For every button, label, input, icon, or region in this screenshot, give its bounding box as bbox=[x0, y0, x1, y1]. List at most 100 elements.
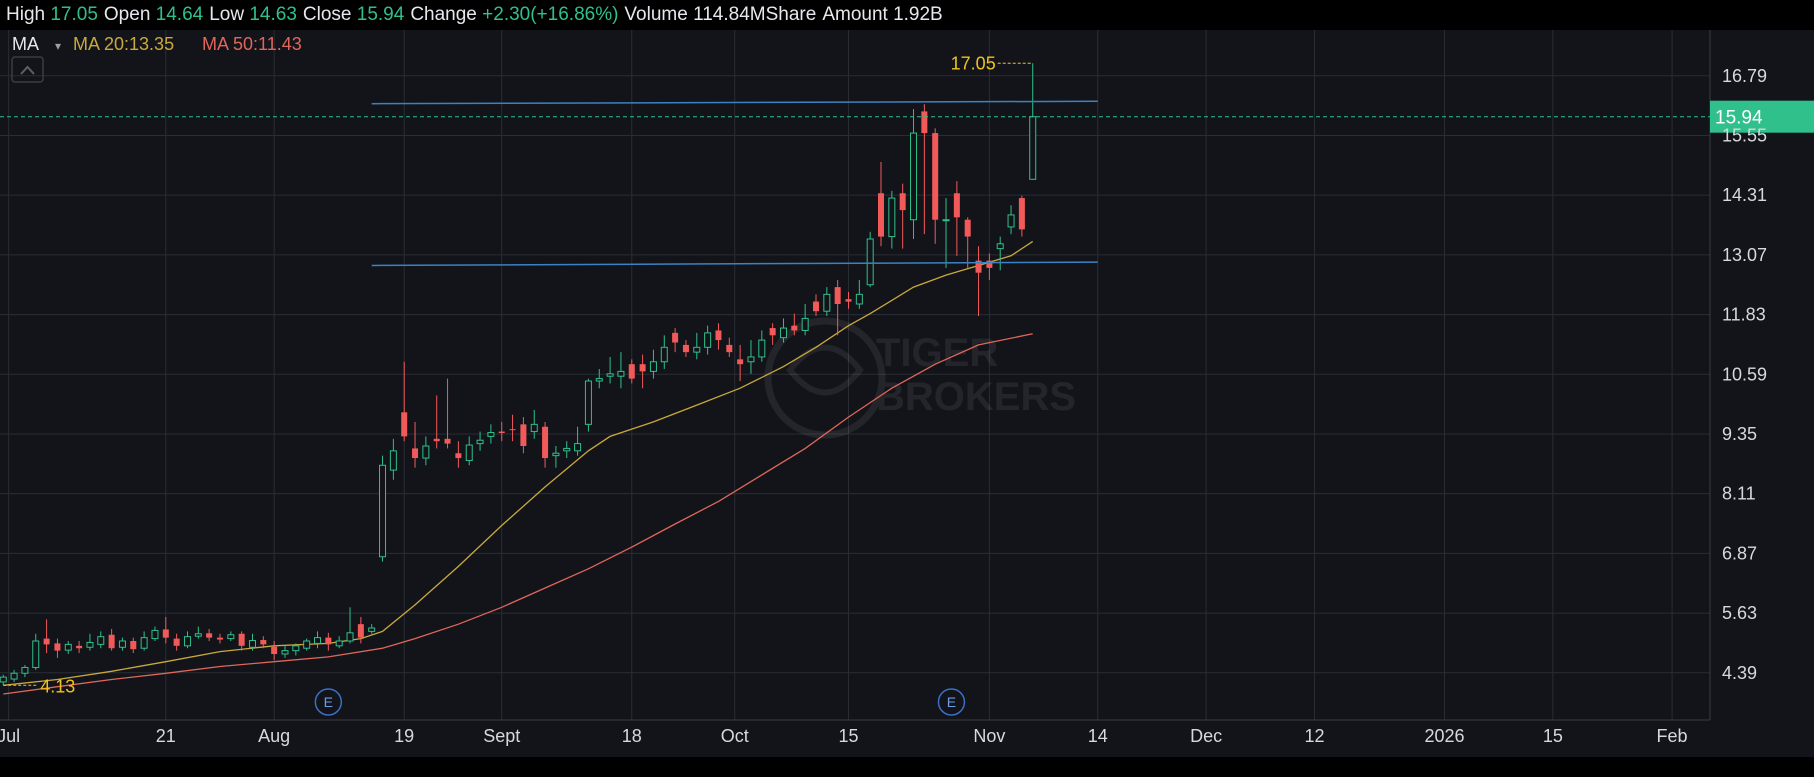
trendlines[interactable] bbox=[371, 100, 1098, 267]
candle-body bbox=[726, 344, 733, 353]
trendline[interactable] bbox=[371, 100, 1098, 105]
info-value: 14.63 bbox=[249, 4, 297, 25]
candle-body bbox=[584, 380, 592, 425]
candle-up bbox=[10, 669, 18, 682]
candle-body bbox=[563, 447, 571, 452]
candle-body bbox=[542, 426, 549, 459]
candle-down bbox=[899, 183, 906, 249]
earnings-marker-circle bbox=[937, 688, 966, 716]
candle-up bbox=[292, 643, 300, 656]
candle-up bbox=[942, 198, 950, 268]
earnings-marker[interactable]: E bbox=[314, 688, 343, 716]
candle-down bbox=[986, 253, 993, 280]
candle-up bbox=[140, 631, 148, 651]
candle-up bbox=[487, 424, 495, 444]
y-tick-label: 11.83 bbox=[1722, 305, 1766, 325]
info-value: 15.94 bbox=[356, 4, 405, 25]
grid bbox=[0, 30, 1711, 721]
candle-down bbox=[455, 441, 462, 468]
candle-body bbox=[1007, 214, 1015, 228]
indicator-name[interactable]: MA bbox=[12, 34, 39, 54]
x-tick-label: Aug bbox=[258, 726, 290, 746]
candle-up bbox=[758, 330, 766, 362]
candle-up bbox=[314, 631, 322, 649]
candle-down bbox=[953, 181, 960, 256]
candle-down bbox=[921, 104, 928, 235]
quote-info-bar: High 17.05 Open 14.64 Low 14.63 Close 15.94… bbox=[0, 0, 1814, 30]
candle-up bbox=[910, 108, 918, 239]
candle-body bbox=[86, 641, 94, 648]
candle-up bbox=[118, 637, 126, 651]
candle-down bbox=[43, 619, 50, 654]
candle-body bbox=[433, 438, 440, 442]
candle-up bbox=[866, 231, 874, 288]
x-tick-label: Feb bbox=[1657, 726, 1688, 746]
candle-down bbox=[54, 638, 61, 658]
candle-body bbox=[108, 634, 115, 649]
candlestick-chart[interactable]: TIGER BROKERS 15.94 17.05 4.13 E E 16.79 15.5… bbox=[0, 30, 1814, 757]
trendline[interactable] bbox=[371, 261, 1098, 267]
earnings-marker-label: E bbox=[947, 694, 956, 710]
candle-up bbox=[335, 636, 343, 649]
candle-body bbox=[206, 633, 213, 638]
candle-up bbox=[64, 641, 72, 655]
candle-down bbox=[498, 421, 505, 442]
candle-body bbox=[21, 666, 29, 674]
candle-body bbox=[520, 424, 527, 447]
candle-body bbox=[639, 364, 646, 372]
candle-body bbox=[183, 636, 191, 647]
candle-body bbox=[552, 452, 560, 457]
y-tick-label: 4.39 bbox=[1722, 663, 1757, 683]
candle-down bbox=[672, 328, 679, 353]
candle-down bbox=[975, 246, 982, 317]
candle-body bbox=[368, 627, 376, 632]
candle-body bbox=[682, 344, 689, 353]
candle-body bbox=[704, 332, 712, 348]
y-tick-label: 6.87 bbox=[1722, 543, 1757, 563]
candle-body bbox=[292, 645, 300, 652]
x-tick-label: 18 bbox=[622, 726, 642, 746]
x-tick-label: Nov bbox=[973, 726, 1005, 746]
candle-down bbox=[260, 636, 267, 649]
indicator-dropdown-icon[interactable]: ▾ bbox=[55, 39, 61, 53]
y-tick-label: 10.59 bbox=[1722, 364, 1767, 384]
candle-up bbox=[693, 332, 701, 360]
candle-up bbox=[801, 303, 809, 336]
candle-body bbox=[140, 637, 148, 649]
earnings-marker[interactable]: E bbox=[937, 688, 966, 716]
x-tick-label: 15 bbox=[1543, 726, 1563, 746]
candle-down bbox=[542, 421, 549, 468]
candle-body bbox=[271, 646, 278, 655]
collapse-button[interactable] bbox=[11, 56, 44, 83]
candle-body bbox=[845, 299, 852, 302]
candle-up bbox=[595, 368, 603, 389]
chevron-up-icon bbox=[20, 65, 35, 75]
candle-body bbox=[834, 287, 841, 304]
candle-body bbox=[888, 197, 896, 238]
candle-up bbox=[32, 633, 40, 670]
candle-down bbox=[520, 417, 527, 454]
candle-down bbox=[412, 421, 419, 468]
candle-up bbox=[823, 287, 831, 317]
candle-up bbox=[422, 436, 430, 466]
candle-body bbox=[314, 637, 322, 644]
candle-down bbox=[769, 323, 776, 345]
candle-up bbox=[649, 349, 657, 379]
candle-body bbox=[498, 431, 505, 434]
low-marker-label: 4.13 bbox=[40, 676, 75, 696]
info-label: Change bbox=[410, 4, 483, 25]
candle-body bbox=[660, 346, 668, 363]
candle-down bbox=[108, 628, 115, 651]
watermark-tiger-text: TIGER bbox=[876, 331, 998, 375]
candle-down bbox=[715, 323, 722, 350]
info-label: Low bbox=[209, 4, 250, 25]
candle-body bbox=[227, 634, 235, 640]
candle-body bbox=[649, 361, 657, 372]
candle-body bbox=[530, 423, 538, 433]
candle-body bbox=[791, 325, 798, 331]
candle-up bbox=[855, 279, 863, 309]
info-value: +2.30(+16.86%) bbox=[482, 4, 619, 25]
x-tick-label: 21 bbox=[156, 726, 176, 746]
y-tick-label: 8.11 bbox=[1722, 484, 1756, 504]
candle-body bbox=[10, 672, 18, 680]
